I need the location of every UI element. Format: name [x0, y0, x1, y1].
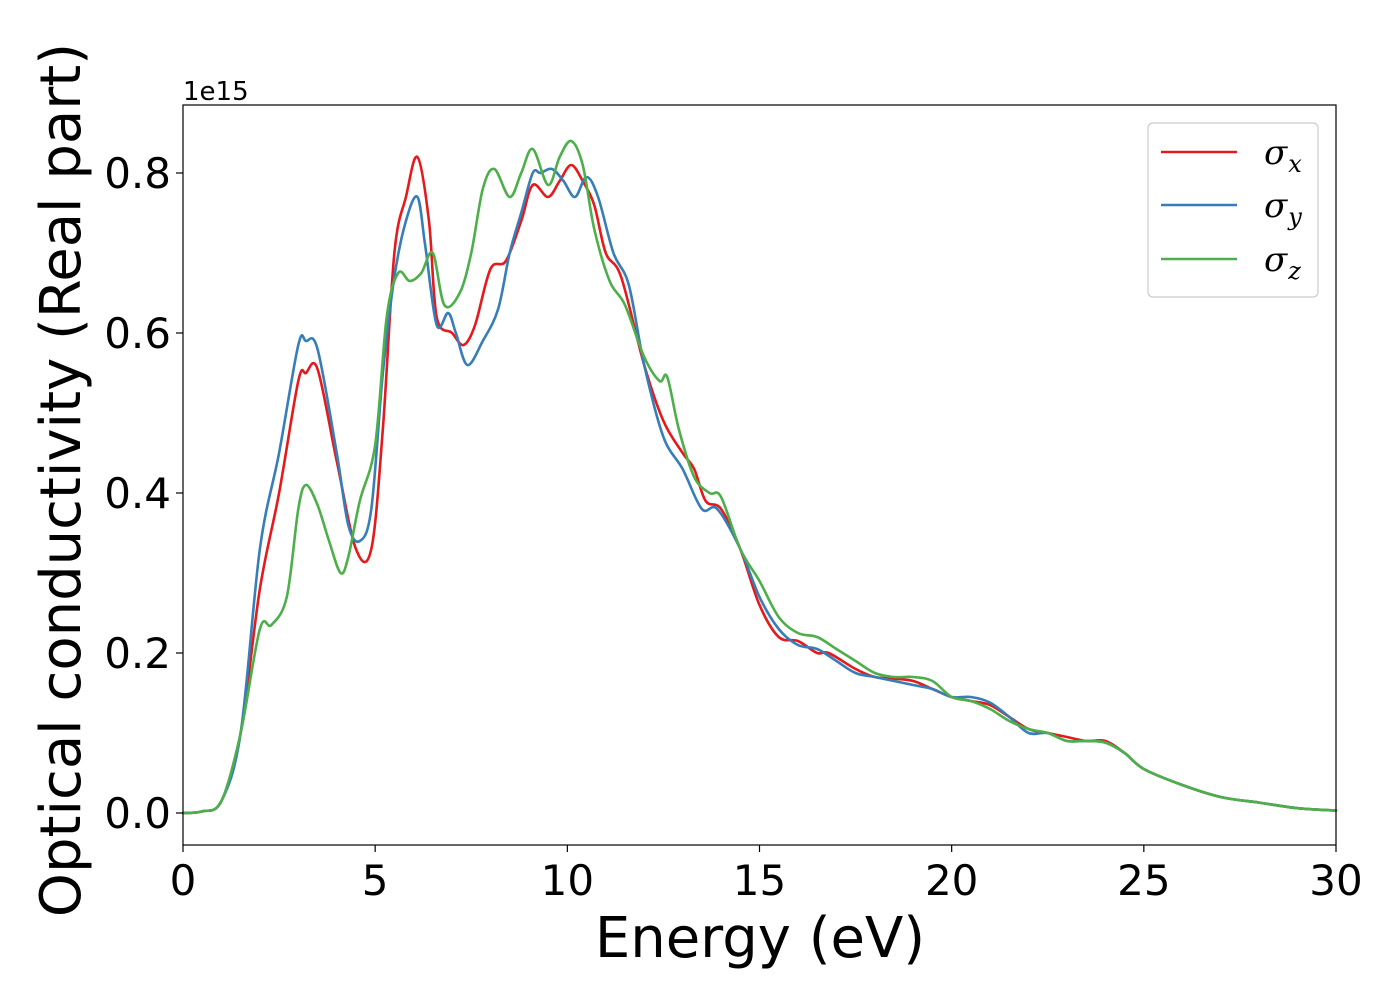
y-tick-label: 0.8: [104, 149, 171, 198]
x-tick-label: 20: [925, 856, 978, 905]
y-axis-ticks: 0.0 0.2 0.4 0.6 0.8: [104, 149, 183, 838]
x-tick-label: 5: [362, 856, 389, 905]
x-tick-label: 15: [733, 856, 786, 905]
y-tick-label: 0.6: [104, 309, 171, 358]
y-tick-label: 0.2: [104, 629, 171, 678]
x-tick-label: 10: [541, 856, 594, 905]
series-layer: [181, 139, 1338, 815]
series-line-z: [181, 139, 1338, 815]
y-tick-label: 0.0: [104, 789, 171, 838]
legend-box: [1147, 122, 1319, 298]
x-axis-ticks: 0 5 10 15 20 25 30: [170, 845, 1363, 905]
x-tick-label: 0: [170, 856, 197, 905]
y-axis-label: Optical conductivity (Real part): [29, 43, 94, 917]
x-axis-label: Energy (eV): [595, 906, 925, 971]
y-offset-label: 1e15: [183, 77, 249, 107]
y-tick-label: 0.4: [104, 469, 171, 518]
x-tick-label: 25: [1117, 856, 1170, 905]
x-tick-label: 30: [1309, 856, 1362, 905]
